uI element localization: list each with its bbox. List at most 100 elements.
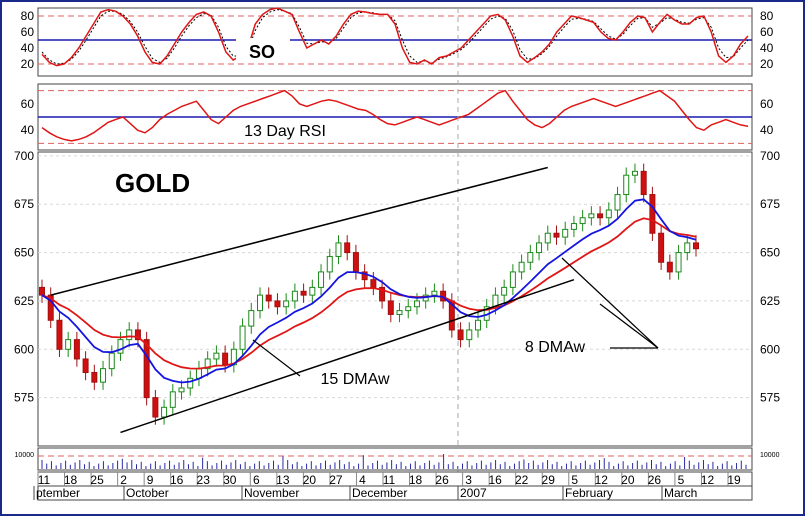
candle-body bbox=[501, 286, 508, 296]
xaxis-day-label: 20 bbox=[303, 473, 317, 487]
xaxis-month-label: 2007 bbox=[460, 486, 487, 500]
candle-body bbox=[475, 319, 481, 331]
xaxis-day-label: 23 bbox=[197, 473, 211, 487]
rsi-label-bg bbox=[232, 120, 340, 142]
candle-body bbox=[666, 261, 673, 273]
candle-body bbox=[649, 194, 656, 234]
xaxis-day-label: 5 bbox=[571, 473, 578, 487]
candle-body bbox=[640, 170, 647, 196]
rsi-right-tick-label: 60 bbox=[760, 97, 774, 111]
candle-body bbox=[597, 213, 604, 219]
candle-body bbox=[675, 252, 682, 273]
price-right-tick-label: 675 bbox=[760, 197, 780, 211]
volume-left-label: 10000 bbox=[15, 452, 35, 459]
xaxis-day-label: 2 bbox=[120, 473, 127, 487]
xaxis-day-label: 20 bbox=[621, 473, 635, 487]
so-label: SO bbox=[249, 42, 275, 62]
candle-body bbox=[126, 329, 133, 341]
xaxis-day-label: 13 bbox=[276, 473, 290, 487]
price-right-tick-label: 650 bbox=[760, 246, 780, 260]
xaxis-day-label: 27 bbox=[329, 473, 343, 487]
candle-body bbox=[431, 290, 438, 296]
rsi-label: 13 Day RSI bbox=[244, 123, 326, 140]
xaxis-day-label: 22 bbox=[515, 473, 529, 487]
candle-body bbox=[509, 271, 516, 288]
candle-body bbox=[387, 300, 394, 315]
candle-body bbox=[344, 242, 351, 254]
channel-upper-line bbox=[50, 166, 548, 296]
xaxis-day-label: 16 bbox=[170, 473, 184, 487]
candle-body bbox=[204, 358, 211, 370]
candle-body bbox=[274, 300, 281, 308]
candle-body bbox=[143, 339, 150, 399]
xaxis-day-label: 12 bbox=[701, 473, 715, 487]
so-left-tick-label: 40 bbox=[21, 41, 35, 55]
xaxis-day-label: 16 bbox=[488, 473, 502, 487]
xaxis-day-label: 30 bbox=[223, 473, 237, 487]
candle-body bbox=[117, 339, 124, 354]
xaxis-day-label: 5 bbox=[678, 473, 685, 487]
dma8-pointer-b bbox=[599, 303, 659, 349]
candle-body bbox=[239, 325, 246, 350]
candle-body bbox=[614, 194, 621, 211]
candle-body bbox=[413, 300, 420, 308]
candle-body bbox=[605, 209, 612, 219]
so-right-tick-label: 40 bbox=[760, 41, 774, 55]
candle-body bbox=[169, 391, 176, 408]
candle-body bbox=[623, 174, 630, 196]
candle-body bbox=[536, 242, 543, 254]
xaxis-day-label: 6 bbox=[253, 473, 260, 487]
candle-body bbox=[684, 242, 691, 254]
candle-body bbox=[100, 368, 107, 383]
xaxis-day-label: 26 bbox=[435, 473, 449, 487]
candle-body bbox=[518, 261, 525, 273]
candle-body bbox=[309, 286, 316, 296]
so-right-tick-label: 20 bbox=[760, 57, 774, 71]
candle-body bbox=[248, 310, 255, 327]
so-left-tick-label: 80 bbox=[21, 9, 35, 23]
candle-body bbox=[257, 294, 263, 312]
candle-body bbox=[457, 329, 464, 341]
dma15-label: 15 DMAw bbox=[320, 371, 390, 388]
price-left-tick-label: 675 bbox=[14, 197, 34, 211]
gold-title: GOLD bbox=[115, 168, 190, 198]
volume-right-label: 10000 bbox=[760, 452, 780, 459]
price-right-tick-label: 575 bbox=[760, 391, 780, 405]
xaxis-day-label: 11 bbox=[383, 473, 396, 487]
rsi-left-tick-label: 60 bbox=[21, 97, 35, 111]
xaxis-month-label: ptember bbox=[36, 486, 80, 500]
candle-body bbox=[178, 387, 185, 393]
xaxis-month-label: October bbox=[126, 486, 169, 500]
dma8-label: 8 DMAw bbox=[525, 339, 586, 356]
candle-body bbox=[579, 217, 586, 225]
candle-body bbox=[152, 397, 159, 418]
price-left-tick-label: 575 bbox=[14, 391, 34, 405]
price-plot-area bbox=[37, 151, 753, 447]
price-right-tick-label: 600 bbox=[760, 342, 780, 356]
xaxis-day-label: 4 bbox=[359, 473, 366, 487]
candle-body bbox=[73, 339, 80, 360]
candle-body bbox=[361, 271, 368, 281]
candle-body bbox=[553, 232, 560, 238]
candle-body bbox=[658, 232, 665, 263]
xaxis-day-label: 19 bbox=[727, 473, 741, 487]
so-signal-line bbox=[41, 9, 749, 65]
volume-panel: 10000 10000 bbox=[15, 447, 780, 471]
candle-body bbox=[91, 372, 98, 383]
so-left-tick-label: 60 bbox=[21, 25, 35, 39]
candle-body bbox=[631, 170, 638, 176]
candle-body bbox=[318, 271, 325, 288]
so-line bbox=[41, 7, 749, 67]
so-label-bg bbox=[236, 38, 290, 62]
so-right-tick-label: 60 bbox=[760, 25, 774, 39]
channel-lower-line bbox=[120, 278, 575, 434]
candle-body bbox=[527, 252, 534, 263]
candle-body bbox=[352, 252, 359, 273]
xaxis-day-label: 18 bbox=[64, 473, 78, 487]
candle-body bbox=[379, 286, 386, 302]
rsi-right-tick-label: 40 bbox=[760, 123, 774, 137]
candle-body bbox=[570, 223, 577, 230]
xaxis-day-label: 3 bbox=[465, 473, 472, 487]
xaxis-month-label: November bbox=[244, 486, 299, 500]
